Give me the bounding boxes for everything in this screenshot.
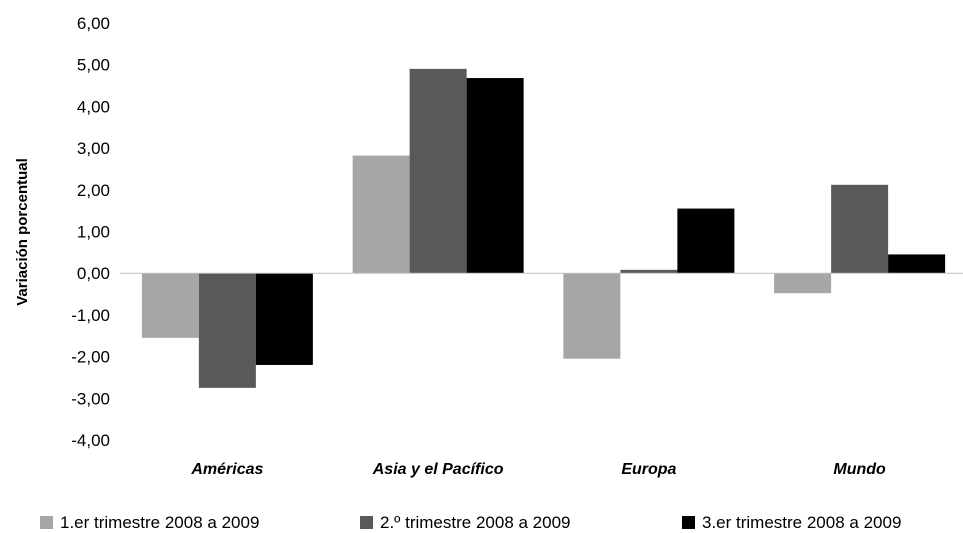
bar [466, 78, 524, 274]
bars [141, 68, 946, 388]
bar [563, 273, 621, 359]
y-tick-label: -1,00 [71, 306, 110, 325]
bar [141, 273, 199, 338]
y-tick-label: 1,00 [77, 223, 110, 242]
bar [888, 254, 946, 274]
y-tick-label: 2,00 [77, 181, 110, 200]
y-tick-label: 4,00 [77, 97, 110, 116]
y-tick-label: 6,00 [77, 14, 110, 33]
y-tick-label: -4,00 [71, 431, 110, 450]
bar [352, 155, 410, 274]
category-label: Mundo [833, 461, 886, 478]
legend-swatch [682, 516, 695, 529]
y-tick-label: 5,00 [77, 56, 110, 75]
legend-label: 1.er trimestre 2008 a 2009 [60, 513, 259, 532]
y-axis-ticks: -4,00 -3,00 -2,00 -1,00 0,00 1,00 2,00 3,00 4,00… [71, 14, 110, 450]
bar [831, 184, 889, 274]
bar [677, 208, 735, 274]
y-tick-label: -3,00 [71, 389, 110, 408]
category-label: Américas [190, 461, 263, 478]
category-label: Europa [621, 461, 676, 478]
bar [255, 273, 313, 365]
bar [774, 273, 832, 294]
bar [198, 273, 256, 388]
legend: 1.er trimestre 2008 a 2009 2.º trimestre … [40, 513, 901, 532]
legend-label: 2.º trimestre 2008 a 2009 [380, 513, 571, 532]
bar [620, 269, 678, 274]
category-label: Asia y el Pacífico [372, 461, 504, 478]
y-tick-label: 0,00 [77, 264, 110, 283]
legend-swatch [40, 516, 53, 529]
y-axis-label: Variación porcentual [14, 158, 31, 306]
y-tick-label: -2,00 [71, 348, 110, 367]
y-tick-label: 3,00 [77, 139, 110, 158]
category-labels: Américas Asia y el Pacífico Europa Mundo [190, 461, 886, 478]
legend-swatch [360, 516, 373, 529]
bar [409, 68, 467, 274]
legend-label: 3.er trimestre 2008 a 2009 [702, 513, 901, 532]
